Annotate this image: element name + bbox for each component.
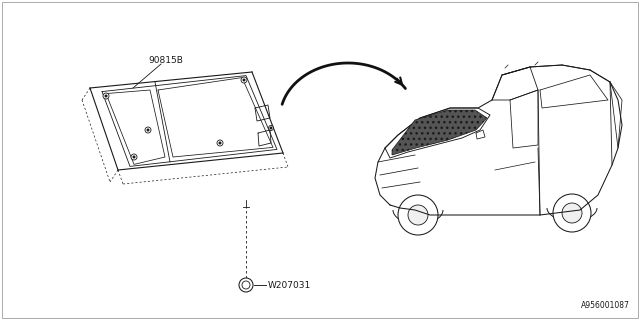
Text: 90815B: 90815B xyxy=(148,55,183,65)
Circle shape xyxy=(133,156,135,158)
Circle shape xyxy=(269,125,273,131)
Circle shape xyxy=(408,205,428,225)
Circle shape xyxy=(131,154,137,160)
Polygon shape xyxy=(392,110,487,155)
Circle shape xyxy=(270,127,272,129)
Circle shape xyxy=(145,127,151,133)
Circle shape xyxy=(398,195,438,235)
Circle shape xyxy=(103,93,109,99)
Circle shape xyxy=(217,140,223,146)
Circle shape xyxy=(219,142,221,144)
Circle shape xyxy=(242,281,250,289)
Circle shape xyxy=(562,203,582,223)
Circle shape xyxy=(553,194,591,232)
Circle shape xyxy=(147,129,149,131)
Circle shape xyxy=(241,77,247,83)
Circle shape xyxy=(239,278,253,292)
Circle shape xyxy=(105,95,107,97)
Text: W207031: W207031 xyxy=(268,281,311,290)
Text: A956001087: A956001087 xyxy=(581,301,630,310)
Circle shape xyxy=(243,79,245,81)
